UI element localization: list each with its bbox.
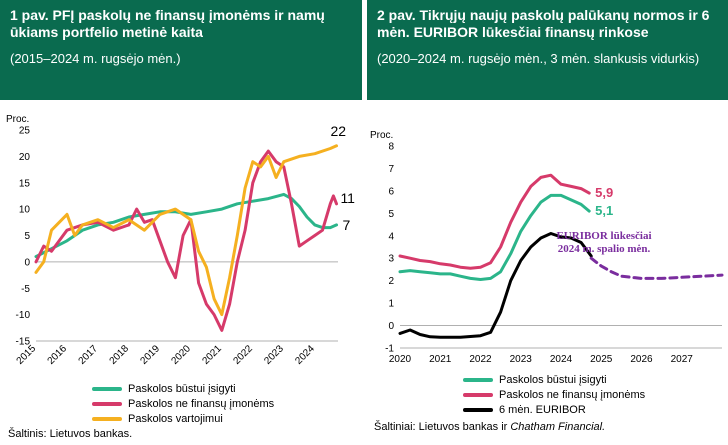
legend-item: 6 mėn. EURIBOR	[463, 402, 645, 417]
legend-label: Paskolos ne finansų įmonėms	[499, 388, 646, 401]
x-tick-label: 2017	[77, 343, 101, 367]
legend-label: Paskolos vartojimui	[128, 412, 223, 425]
y-tick-label: 4	[388, 231, 394, 242]
y-tick-label: 2	[388, 276, 394, 287]
y-tick-label: 0	[388, 321, 394, 332]
series-end-label: 5,9	[595, 185, 613, 200]
legend-item: Paskolos būstui įsigyti	[463, 372, 645, 387]
x-tick-label: 2016	[46, 343, 70, 367]
y-tick-label: 5	[24, 231, 30, 242]
y-tick-label: 7	[388, 164, 394, 175]
legend-item: Paskolos vartojimui	[92, 411, 274, 426]
left-source: Šaltinis: Lietuvos bankas.	[8, 428, 133, 440]
y-axis-label: Proc.	[6, 114, 29, 125]
y-tick-label: -1	[385, 344, 394, 355]
y-tick-label: -5	[21, 284, 30, 295]
x-tick-label: 2026	[630, 354, 653, 365]
x-tick-label: 2023	[262, 343, 286, 367]
legend-item: Paskolos ne finansų įmonėms	[92, 396, 274, 411]
y-tick-label: 20	[19, 152, 31, 163]
legend-item: Paskolos ne finansų įmonėms	[463, 387, 645, 402]
x-tick-label: 2019	[139, 343, 163, 367]
y-tick-label: 15	[19, 178, 31, 189]
series-line	[34, 144, 338, 317]
series-line	[589, 256, 724, 280]
y-tick-label: 10	[19, 205, 31, 216]
y-axis-label: Proc.	[370, 130, 393, 141]
y-tick-label: 6	[388, 186, 394, 197]
euribor-expectation-annotation: EURIBOR lūkesčiai 2024 m. spalio mėn.	[556, 230, 651, 255]
legend-swatch-euribor	[463, 407, 493, 412]
y-tick-label: 25	[19, 126, 31, 137]
legend-swatch-housing	[463, 377, 493, 382]
x-tick-label: 2027	[671, 354, 694, 365]
x-tick-label: 2023	[510, 354, 533, 365]
legend-label: Paskolos būstui įsigyti	[499, 373, 607, 386]
x-tick-label: 2020	[389, 354, 412, 365]
x-tick-label: 2021	[429, 354, 452, 365]
right-chart: Proc. -1 0 1 2 3 4 5 6 7 8 2020 2021 2022 2023 2024 2025…	[370, 130, 724, 365]
legend-label: Paskolos būstui įsigyti	[128, 382, 236, 395]
right-legend: Paskolos būstui įsigyti Paskolos ne fina…	[463, 372, 645, 417]
series-end-label: 22	[330, 123, 346, 139]
series-line	[398, 232, 593, 339]
x-tick-label: 2025	[590, 354, 613, 365]
legend-swatch-nfc	[463, 392, 493, 397]
right-chart-subtitle: (2020–2024 m. rugsėjo mėn., 3 mėn. slank…	[377, 51, 700, 66]
x-tick-label: 2024	[550, 354, 573, 365]
legend-label: 6 mėn. EURIBOR	[499, 403, 586, 416]
left-chart-title: 1 pav. PFĮ paskolų ne finansų įmonėms ir…	[10, 7, 325, 40]
series-end-label: 11	[340, 190, 355, 206]
x-tick-label: 2018	[108, 343, 132, 367]
right-source: Šaltiniai: Lietuvos bankas ir Chatham Fi…	[374, 421, 605, 433]
right-panel-header: 2 pav. Tikrųjų naujų paskolų palūkanų no…	[367, 0, 728, 100]
right-chart-title: 2 pav. Tikrųjų naujų paskolų palūkanų no…	[377, 7, 710, 40]
y-tick-label: 0	[24, 257, 30, 268]
y-tick-label: -15	[16, 337, 31, 348]
series-end-label: 7	[342, 217, 350, 233]
series-line	[34, 192, 338, 259]
series-line	[398, 193, 591, 281]
legend-item: Paskolos būstui įsigyti	[92, 381, 274, 396]
series-line	[398, 173, 591, 270]
left-legend: Paskolos būstui įsigyti Paskolos ne fina…	[92, 381, 274, 426]
x-tick-label: 2020	[169, 343, 193, 367]
legend-swatch-housing	[92, 386, 122, 391]
legend-label: Paskolos ne finansų įmonėms	[128, 397, 275, 410]
x-tick-label: 2022	[469, 354, 492, 365]
x-tick-label: 2021	[200, 343, 224, 367]
left-chart-subtitle: (2015–2024 m. rugsėjo mėn.)	[10, 51, 181, 66]
legend-swatch-nfc	[92, 401, 122, 406]
y-tick-label: 5	[388, 209, 394, 220]
right-source-prefix: Šaltiniai: Lietuvos bankas ir	[374, 421, 511, 433]
x-tick-label: 2022	[231, 343, 255, 367]
left-panel-header: 1 pav. PFĮ paskolų ne finansų įmonėms ir…	[0, 0, 362, 100]
y-tick-label: 1	[388, 299, 394, 310]
x-tick-label: 2024	[293, 343, 317, 367]
legend-swatch-consumer	[92, 416, 122, 421]
right-source-italic: Chatham Financial.	[510, 421, 606, 433]
series-line	[34, 149, 338, 332]
y-tick-label: -10	[16, 310, 31, 321]
series-end-label: 5,1	[595, 203, 613, 218]
y-tick-label: 3	[388, 254, 394, 265]
y-tick-label: 8	[388, 142, 394, 153]
